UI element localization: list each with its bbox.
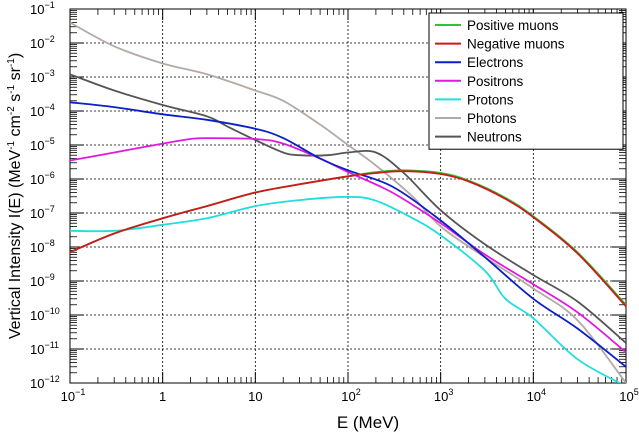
series-line-electrons [70,101,626,368]
y-tick-label: 10−11 [30,340,59,357]
axis-tick-labels: 10−1 1 10 102 103 104 10510−1210−1110−1010−910… [30,0,639,404]
y-tick-label: 10−8 [30,238,55,255]
series-lines [70,21,626,383]
y-tick-label: 10−9 [30,272,55,289]
x-tick-label: 102 [341,387,360,404]
x-tick-label: 10 [248,389,262,404]
y-tick-label: 10−5 [30,136,55,153]
x-tick-label: 10−1 [61,387,86,404]
legend-label: Photons [467,111,517,126]
y-tick-label: 10−2 [30,34,55,51]
legend-label: Protons [467,92,514,107]
series-line-neutrons [70,73,626,344]
y-tick-label: 10−1 [30,0,55,17]
y-tick-label: 10−12 [30,374,60,391]
x-tick-label: 104 [527,387,546,404]
legend-label: Positrons [467,74,524,89]
series-line-photons [70,21,626,383]
y-axis-title: Vertical Intensity I(E) (MeV-1 cm-2 s-1 … [6,53,24,339]
x-tick-label: 103 [434,387,453,404]
x-axis-title: E (MeV) [337,413,399,432]
y-tick-label: 10−6 [30,170,55,187]
series-line-protons [70,195,622,383]
legend-label: Positive muons [467,18,559,33]
x-tick-label: 1 [159,389,166,404]
y-tick-label: 10−3 [30,68,55,85]
y-tick-label: 10−7 [30,204,55,221]
legend: Positive muons Negative muons Electrons Pos… [428,12,624,150]
y-tick-label: 10−4 [30,102,55,119]
legend-label: Electrons [467,55,524,70]
legend-label: Neutrons [467,130,522,145]
legend-box [428,12,624,150]
legend-label: Negative muons [467,37,565,52]
series-line-negative-muons [70,170,626,307]
x-tick-label: 105 [619,387,638,404]
y-tick-label: 10−10 [30,306,60,323]
